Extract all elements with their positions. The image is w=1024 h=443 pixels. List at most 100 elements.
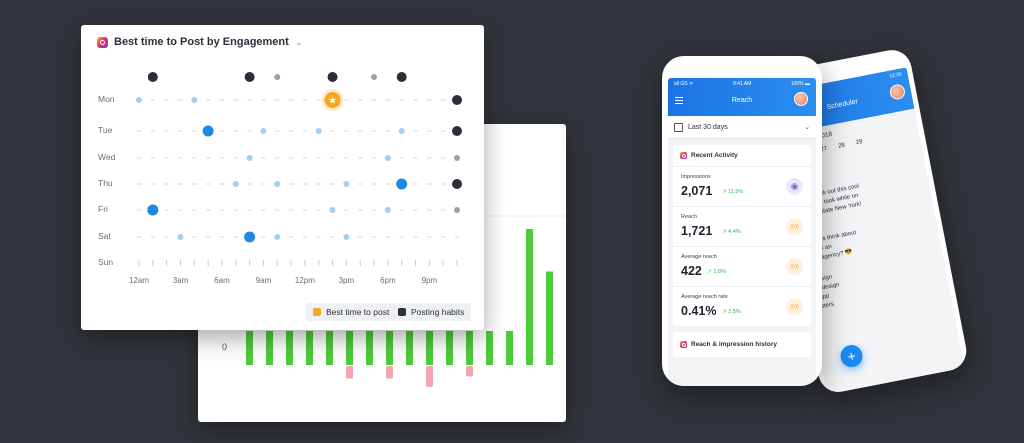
day-label: Thu — [98, 178, 113, 188]
instagram-icon — [97, 36, 108, 48]
metric-label: Average reach rate — [681, 294, 728, 300]
metric-change: ↗ 1.8% — [707, 269, 726, 275]
metric-row[interactable]: Impressions 2,071 ↗ 11.5% ◉ — [673, 167, 811, 207]
time-label: 6am — [214, 276, 230, 285]
positive-bar — [406, 331, 413, 365]
engagement-dot[interactable] — [202, 125, 214, 137]
status-bar: all GS ᯤ 9:41 AM 100% ▬ — [674, 81, 810, 87]
metric-value: 2,071 — [681, 184, 713, 198]
metric-change: ↗ 11.5% — [722, 189, 744, 195]
date-range-label: Last 30 days — [688, 123, 728, 131]
negative-bar — [466, 366, 473, 377]
positive-bar — [526, 229, 533, 365]
posting-habit-dot — [274, 74, 281, 80]
engagement-dot[interactable] — [398, 128, 405, 134]
legend-best-label: Best time to post — [326, 307, 390, 317]
engagement-dot[interactable] — [191, 97, 198, 103]
reach-phone: all GS ᯤ 9:41 AM 100% ▬ Reach Last 30 da… — [662, 56, 822, 386]
engagement-dot[interactable] — [136, 97, 142, 103]
positive-bar — [366, 331, 373, 365]
engagement-dot[interactable] — [329, 207, 336, 213]
engagement-dot[interactable] — [315, 128, 322, 134]
legend-habits-label: Posting habits — [411, 307, 465, 317]
heatmap-title: Best time to Post by Engagement — [114, 36, 289, 48]
engagement-dot[interactable] — [260, 128, 267, 134]
status-time: 9:41 AM — [733, 81, 752, 87]
hamburger-menu-icon[interactable] — [675, 97, 683, 106]
day-label: Fri — [98, 204, 108, 214]
chevron-down-icon[interactable]: ⌄ — [294, 36, 303, 47]
metric-label: Average reach — [681, 254, 717, 260]
history-header: Reach & impression history — [673, 332, 811, 357]
avatar[interactable] — [794, 92, 808, 106]
engagement-dot[interactable] — [343, 181, 350, 187]
engagement-dot[interactable] — [384, 207, 391, 213]
time-label: 3pm — [338, 276, 355, 285]
negative-bar — [346, 366, 353, 379]
engagement-dot[interactable] — [452, 126, 462, 136]
status-time: 12:30 — [888, 71, 903, 80]
positive-bar — [286, 331, 293, 365]
engagement-dot[interactable] — [232, 181, 239, 187]
engagement-dot[interactable] — [452, 179, 462, 189]
time-label: 9pm — [421, 276, 438, 285]
recent-activity-title: Recent Activity — [691, 152, 738, 159]
instagram-icon — [680, 341, 687, 348]
posting-habit-dot — [371, 74, 378, 80]
history-title: Reach & impression history — [691, 341, 777, 348]
engagement-dot[interactable] — [396, 178, 408, 190]
negative-bar — [386, 366, 393, 379]
calendar-day[interactable]: 28 — [837, 142, 846, 150]
metric-value: 422 — [681, 264, 702, 278]
posting-habit-dot — [244, 72, 255, 82]
engagement-dot[interactable] — [274, 181, 281, 187]
positive-bar — [466, 331, 473, 365]
metric-label: Reach — [681, 214, 697, 220]
metric-row[interactable]: Reach 1,721 ↗ 4.4% ((•)) — [673, 207, 811, 247]
metric-value: 0.41% — [681, 304, 717, 318]
metric-row[interactable]: Average reach rate 0.41% ↗ 2.5% ((•)) — [673, 287, 811, 326]
calendar-day[interactable]: 29 — [855, 139, 864, 147]
legend-posting-habits[interactable]: Posting habits — [391, 303, 472, 321]
dark-swatch-icon — [398, 308, 406, 316]
calendar-icon — [674, 122, 683, 132]
date-range-selector[interactable]: Last 30 days ⌄ — [668, 116, 816, 139]
negative-bar — [426, 366, 433, 387]
engagement-dot[interactable] — [452, 95, 462, 105]
broadcast-icon: ((•)) — [786, 298, 803, 315]
metric-label: Impressions — [681, 174, 711, 180]
engagement-dot[interactable] — [274, 234, 281, 240]
positive-bar — [426, 331, 433, 365]
chevron-down-icon: ⌄ — [804, 124, 810, 131]
time-label: 9am — [255, 276, 272, 285]
legend-best-time[interactable]: Best time to post — [306, 303, 397, 321]
broadcast-icon: ((•)) — [786, 258, 803, 275]
positive-bar — [506, 331, 513, 365]
eye-icon: ◉ — [786, 178, 803, 195]
engagement-dot[interactable] — [177, 234, 184, 240]
metric-change: ↗ 4.4% — [722, 229, 741, 235]
engagement-dot[interactable] — [384, 155, 391, 161]
heatmap-header[interactable]: Best time to Post by Engagement ⌄ — [97, 36, 302, 48]
time-label: 12pm — [294, 276, 315, 285]
time-label: 3am — [172, 276, 189, 285]
reach-title: Reach — [731, 97, 753, 104]
history-panel[interactable]: Reach & impression history — [673, 332, 811, 357]
engagement-dot[interactable] — [244, 231, 256, 243]
positive-bar — [346, 331, 353, 365]
engagement-dot[interactable] — [454, 155, 460, 161]
positive-bar — [546, 271, 553, 365]
engagement-dot[interactable] — [343, 234, 350, 240]
engagement-dot[interactable] — [246, 155, 253, 161]
add-post-fab[interactable]: + — [838, 343, 865, 369]
status-signal: all GS ᯤ — [674, 81, 694, 87]
bar-chart — [198, 215, 566, 387]
day-label: Tue — [98, 125, 113, 135]
engagement-dot[interactable] — [454, 207, 460, 213]
day-label: Sat — [98, 231, 111, 241]
reach-topbar: all GS ᯤ 9:41 AM 100% ▬ Reach — [668, 78, 816, 116]
metric-row[interactable]: Average reach 422 ↗ 1.8% ((•)) — [673, 247, 811, 287]
best-time-marker[interactable] — [324, 92, 341, 108]
engagement-dot[interactable] — [147, 204, 159, 216]
orange-swatch-icon — [313, 308, 321, 316]
